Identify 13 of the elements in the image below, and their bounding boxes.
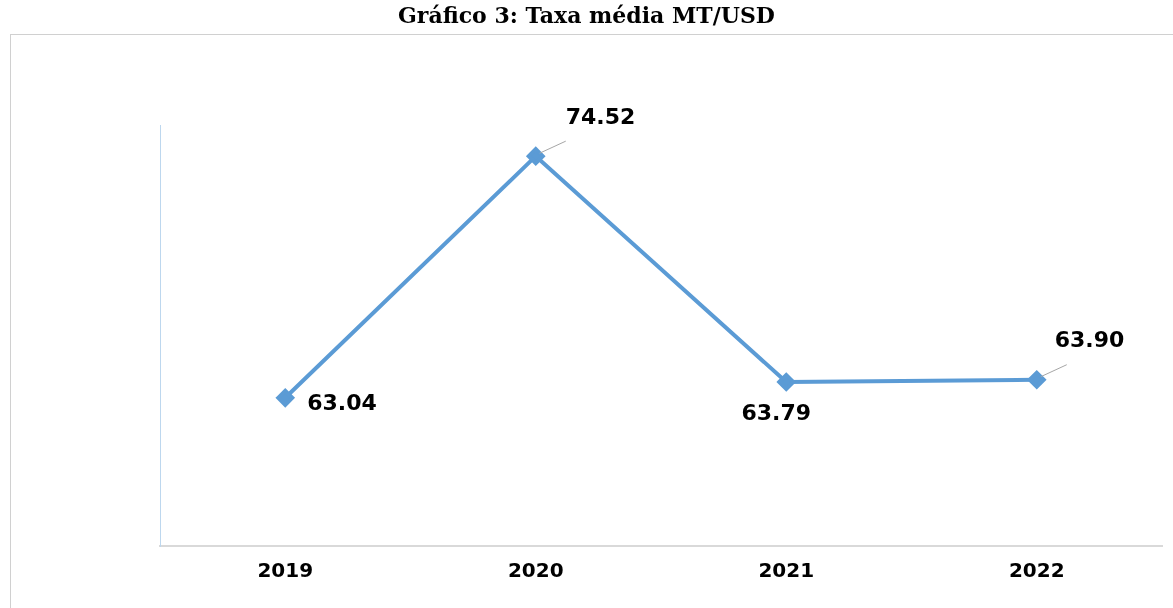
chart-title: Gráfico 3: Taxa média MT/USD [397, 2, 776, 28]
x-tick-label: 2022 [1008, 558, 1065, 583]
x-tick-label: 2021 [758, 558, 815, 583]
point [276, 388, 295, 407]
x-tick-label: 2019 [257, 558, 314, 583]
point [1027, 370, 1046, 389]
data-label: 74.52 [565, 103, 636, 129]
x-tick-label: 2020 [507, 558, 564, 583]
data-label: 63.90 [1054, 327, 1125, 353]
data-label: 63.79 [741, 399, 812, 425]
point [777, 373, 796, 392]
point [526, 147, 545, 166]
data-label: 63.04 [307, 389, 377, 415]
